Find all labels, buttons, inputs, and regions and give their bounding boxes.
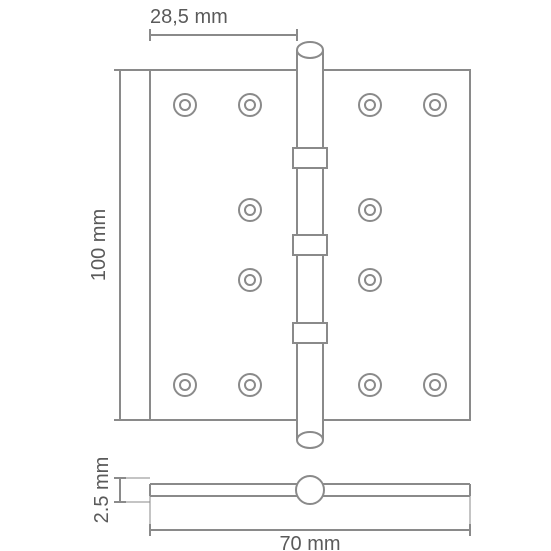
screw-hole-inner <box>180 100 190 110</box>
pin-cap-bottom <box>297 432 323 448</box>
screw-hole <box>174 94 196 116</box>
screw-hole-inner <box>430 100 440 110</box>
dim-leaf-width: 28,5 mm <box>150 6 228 28</box>
screw-hole <box>359 269 381 291</box>
dim-thickness: 2.5 mm <box>91 457 113 524</box>
screw-hole-inner <box>180 380 190 390</box>
screw-hole-inner <box>365 205 375 215</box>
knuckle-ring <box>293 323 327 343</box>
screw-hole <box>424 374 446 396</box>
dim-total-width: 70 mm <box>279 533 340 551</box>
screw-hole-inner <box>365 275 375 285</box>
screw-hole-inner <box>245 275 255 285</box>
screw-hole-inner <box>365 380 375 390</box>
screw-hole <box>424 94 446 116</box>
screw-hole <box>239 199 261 221</box>
dim-height: 100 mm <box>88 209 110 281</box>
screw-hole <box>359 374 381 396</box>
knuckle-ring <box>293 148 327 168</box>
screw-hole <box>239 94 261 116</box>
screw-hole-inner <box>365 100 375 110</box>
side-knuckle <box>296 476 324 504</box>
pin-cap-top <box>297 42 323 58</box>
hinge-technical-drawing: 28,5 mm 100 mm 2.5 mm 70 mm <box>0 0 551 551</box>
screw-hole-inner <box>245 205 255 215</box>
screw-hole <box>359 94 381 116</box>
screw-hole-inner <box>245 100 255 110</box>
screw-hole <box>174 374 196 396</box>
screw-hole <box>239 269 261 291</box>
knuckle-ring <box>293 235 327 255</box>
screw-hole <box>359 199 381 221</box>
screw-hole <box>239 374 261 396</box>
hinge-leaf-left <box>150 70 297 420</box>
screw-hole-inner <box>245 380 255 390</box>
hinge-leaf-right <box>323 70 470 420</box>
screw-hole-inner <box>430 380 440 390</box>
